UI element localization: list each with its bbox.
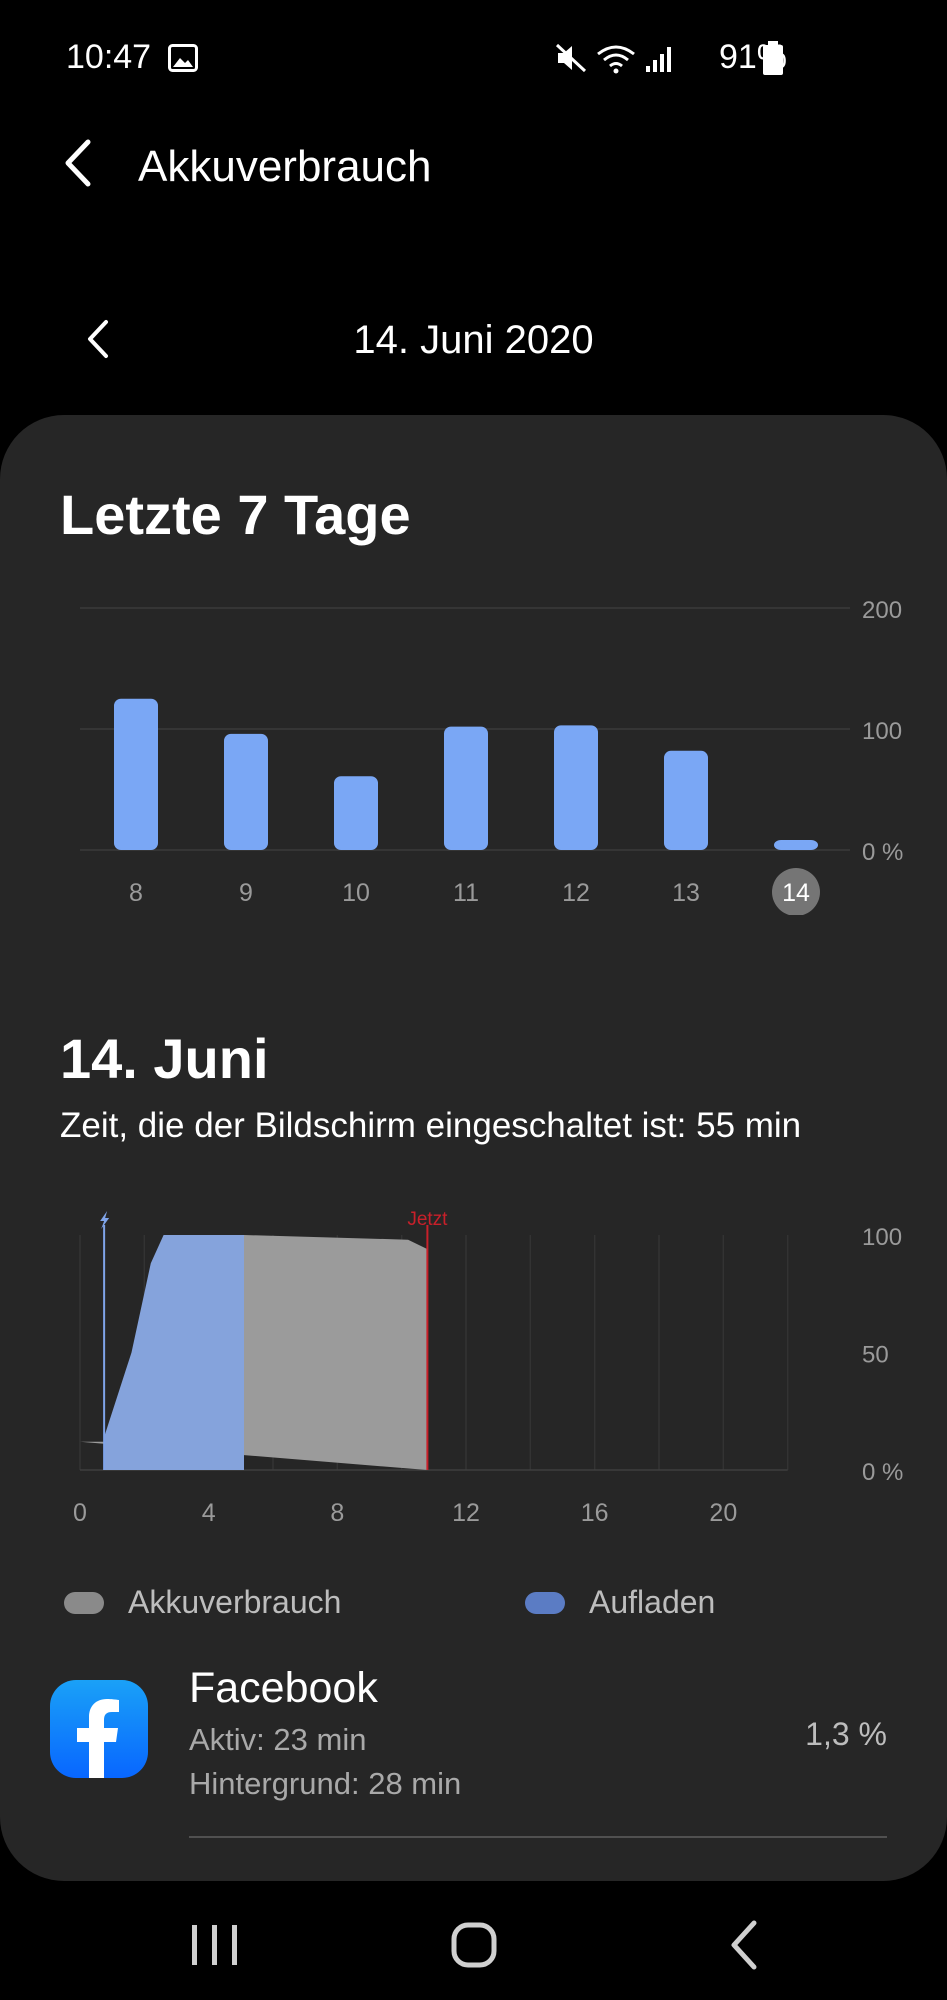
date-title: 14. Juni 2020 <box>353 318 594 362</box>
x-tick-label: 0 <box>73 1499 87 1527</box>
bar <box>114 698 158 850</box>
y-tick-label: 0 % <box>862 839 903 866</box>
mute-icon <box>555 43 587 73</box>
x-tick-label: 10 <box>342 879 370 907</box>
page-title: Akkuverbrauch <box>138 142 432 191</box>
legend-usage-swatch <box>64 1592 104 1614</box>
bar <box>224 733 268 850</box>
home-icon[interactable] <box>440 1910 510 1980</box>
x-tick-label: 8 <box>330 1499 344 1527</box>
bar <box>444 726 488 850</box>
y-tick-label: 100 <box>862 718 902 745</box>
bar <box>774 840 818 850</box>
signal-icon <box>646 47 671 72</box>
bar <box>334 776 378 850</box>
screen-time-text: Zeit, die der Bildschirm eingeschaltet i… <box>60 1106 802 1145</box>
x-tick-label: 12 <box>562 879 590 907</box>
back-arrow-icon[interactable] <box>60 138 100 188</box>
y-tick-label: 50 <box>862 1342 889 1369</box>
x-tick-label: 20 <box>709 1499 737 1527</box>
app-usage-percent: 1,3 % <box>805 1716 887 1752</box>
battery-icon <box>763 41 783 75</box>
charging-bolt-icon <box>100 1211 110 1229</box>
usage-card <box>0 415 947 1881</box>
legend-charge-swatch <box>525 1592 565 1614</box>
selected-day-marker <box>772 868 820 915</box>
legend-usage-label: Akkuverbrauch <box>128 1584 342 1620</box>
back-icon[interactable] <box>710 1910 780 1980</box>
bar <box>664 750 708 850</box>
x-tick-label: 12 <box>452 1499 480 1527</box>
image-icon <box>168 44 198 72</box>
x-tick-label: 9 <box>239 879 253 907</box>
x-tick-label: 4 <box>202 1499 216 1527</box>
chevron-left-icon[interactable] <box>84 318 114 360</box>
area-usage <box>80 1235 428 1470</box>
day-area-chart: Jetzt 100 50 0 % 0 4 8 12 16 20 <box>73 1209 903 1527</box>
x-tick-label: 14 <box>782 879 810 907</box>
app-active-time: Aktiv: 23 min <box>189 1722 367 1757</box>
status-time: 10:47 <box>66 38 152 76</box>
week-bar-chart: 200 100 0 % 8 9 10 11 12 13 14 <box>80 597 903 915</box>
x-tick-label: 16 <box>581 1499 609 1527</box>
y-tick-label: 0 % <box>862 1459 903 1486</box>
now-label: Jetzt <box>407 1209 448 1230</box>
y-tick-label: 100 <box>862 1224 902 1251</box>
list-divider <box>189 1836 887 1838</box>
x-tick-label: 13 <box>672 879 700 907</box>
recents-icon[interactable] <box>180 1910 250 1980</box>
y-tick-label: 200 <box>862 597 902 624</box>
app-background-time: Hintergrund: 28 min <box>189 1766 462 1801</box>
bar <box>554 725 598 850</box>
x-tick-label: 11 <box>453 879 479 907</box>
week-section-title: Letzte 7 Tage <box>60 483 411 546</box>
area-charge <box>104 1235 244 1470</box>
x-tick-label: 8 <box>129 879 143 907</box>
legend-charge-label: Aufladen <box>589 1584 716 1620</box>
day-section-title: 14. Juni <box>60 1027 269 1090</box>
facebook-icon <box>50 1680 148 1778</box>
app-name: Facebook <box>189 1664 378 1712</box>
wifi-icon <box>597 45 635 74</box>
